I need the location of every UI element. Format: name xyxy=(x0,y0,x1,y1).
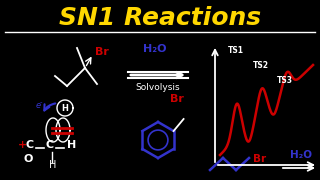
Text: C: C xyxy=(26,140,34,150)
Text: +: + xyxy=(18,140,27,150)
Text: H₂O: H₂O xyxy=(290,150,312,160)
Text: C: C xyxy=(46,140,54,150)
Text: TS1: TS1 xyxy=(228,46,244,55)
Text: SN1 Reactions: SN1 Reactions xyxy=(59,6,261,30)
Text: O: O xyxy=(23,154,32,164)
Text: -: - xyxy=(40,99,43,105)
Text: H₂O: H₂O xyxy=(143,44,167,54)
Text: H: H xyxy=(67,140,76,150)
Text: H: H xyxy=(61,103,68,112)
Text: e: e xyxy=(36,101,41,110)
Text: Br: Br xyxy=(95,47,109,57)
Text: H: H xyxy=(49,160,56,170)
Text: TS3: TS3 xyxy=(277,76,293,85)
Text: Br: Br xyxy=(170,94,184,104)
Text: Solvolysis: Solvolysis xyxy=(136,83,180,92)
Text: Br: Br xyxy=(253,154,266,164)
Text: TS2: TS2 xyxy=(253,61,269,70)
